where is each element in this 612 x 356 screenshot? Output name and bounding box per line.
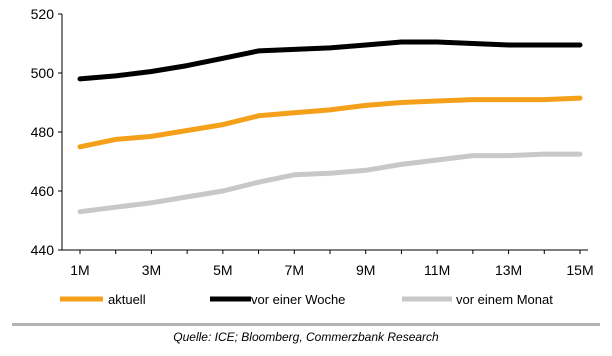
legend-label: vor einer Woche — [251, 292, 345, 307]
series-line-vor-einer-woche — [77, 39, 583, 82]
y-axis-ticks: 440 460 480 500 520 — [31, 6, 62, 258]
chart-legend: aktuell vor einer Woche vor einem Monat — [60, 292, 553, 307]
series-line-aktuell — [77, 95, 583, 150]
legend-label: aktuell — [108, 292, 146, 307]
x-axis-ticks: 1M 3M 5M 7M 9M 11M 13M 15M — [70, 250, 594, 278]
legend-label: vor einem Monat — [456, 292, 553, 307]
y-tick-label: 440 — [31, 242, 55, 258]
x-tick-label: 11M — [424, 262, 450, 278]
x-tick-label: 1M — [70, 262, 89, 278]
series-line-vor-einem-monat — [77, 151, 583, 215]
x-tick-label: 5M — [213, 262, 232, 278]
x-tick-label: 9M — [356, 262, 375, 278]
x-tick-label: 3M — [142, 262, 161, 278]
y-tick-label: 500 — [31, 65, 55, 81]
source-note: Quelle: ICE; Bloomberg, Commerzbank Rese… — [173, 330, 439, 344]
y-tick-label: 520 — [31, 6, 55, 22]
x-tick-label: 13M — [495, 262, 522, 278]
chart-series — [77, 39, 583, 215]
y-tick-label: 460 — [31, 183, 55, 199]
x-tick-label: 7M — [285, 262, 304, 278]
divider — [12, 323, 600, 326]
x-tick-label: 15M — [566, 262, 593, 278]
y-tick-label: 480 — [31, 124, 55, 140]
